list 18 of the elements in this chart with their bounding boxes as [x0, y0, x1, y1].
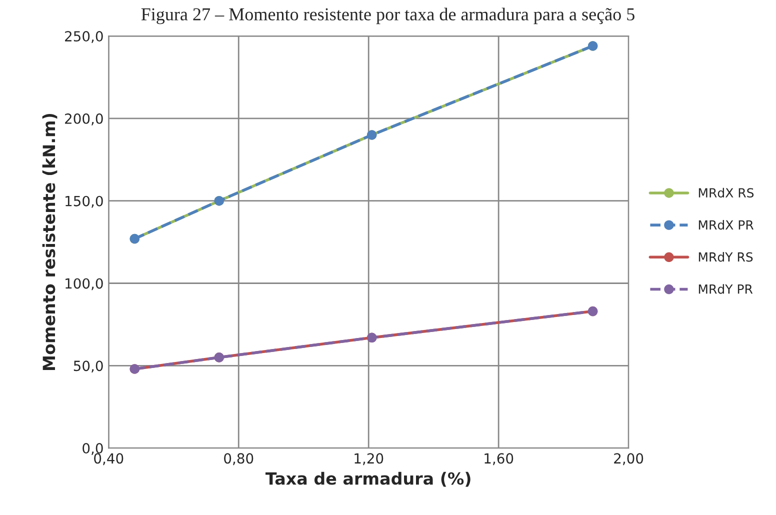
y-tick-label: 100,0: [66, 278, 103, 290]
y-tick-label: 50,0: [74, 360, 103, 373]
chart-title: Figura 27 – Momento resistente por taxa de armadura para a seção 5: [141, 8, 634, 24]
x-tick-label: 1,20: [354, 453, 384, 466]
x-tick-label: 0,80: [224, 453, 254, 466]
y-tick-label: 200,0: [65, 113, 103, 126]
legend-label: MRdX PR: [698, 220, 754, 230]
x-tick-label: 1,60: [484, 453, 514, 466]
y-tick-label: 250,0: [65, 31, 103, 43]
y-tick-label: 150,0: [66, 196, 103, 208]
legend-label: MRdY PR: [698, 284, 753, 294]
x-axis-title: Taxa de armadura (%): [265, 472, 470, 487]
y-tick-label: 0,0: [82, 443, 103, 455]
x-tick-label: 2,00: [614, 453, 644, 466]
x-tick-label: 0,40: [94, 453, 124, 466]
y-axis-title: Momento resistente (kN.m): [42, 114, 58, 370]
legend-label: MRdX RS: [698, 188, 754, 198]
legend-label: MRdY RS: [698, 252, 753, 262]
